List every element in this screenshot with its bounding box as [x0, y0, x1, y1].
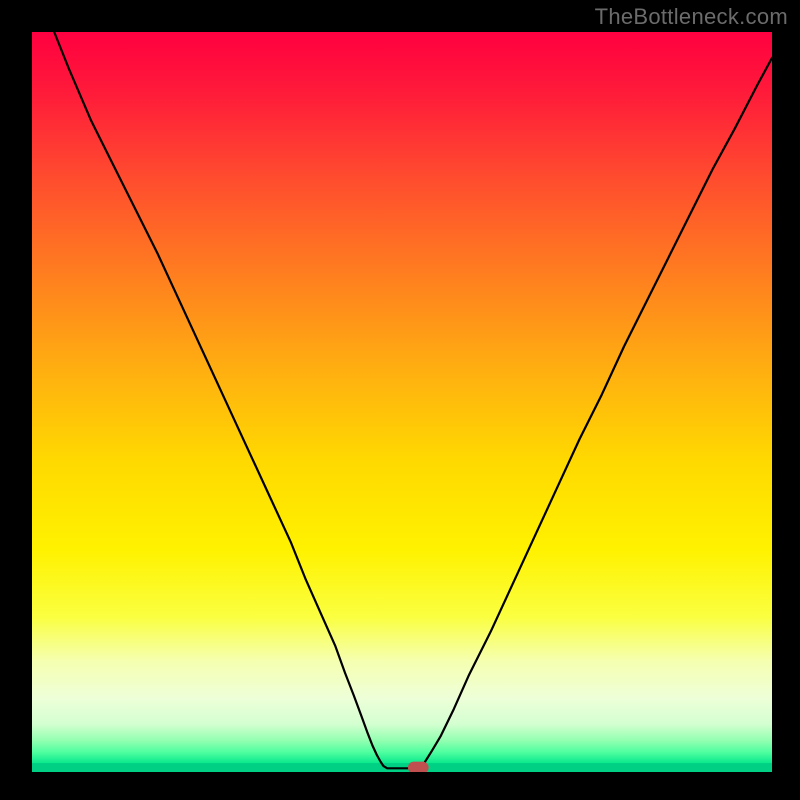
gradient-background [32, 32, 772, 772]
chart-plot-area [32, 32, 772, 772]
watermark-text: TheBottleneck.com [595, 4, 788, 30]
chart-svg [32, 32, 772, 772]
chart-frame: { "watermark": { "text": "TheBottleneck.… [0, 0, 800, 800]
optimal-marker [408, 762, 429, 772]
